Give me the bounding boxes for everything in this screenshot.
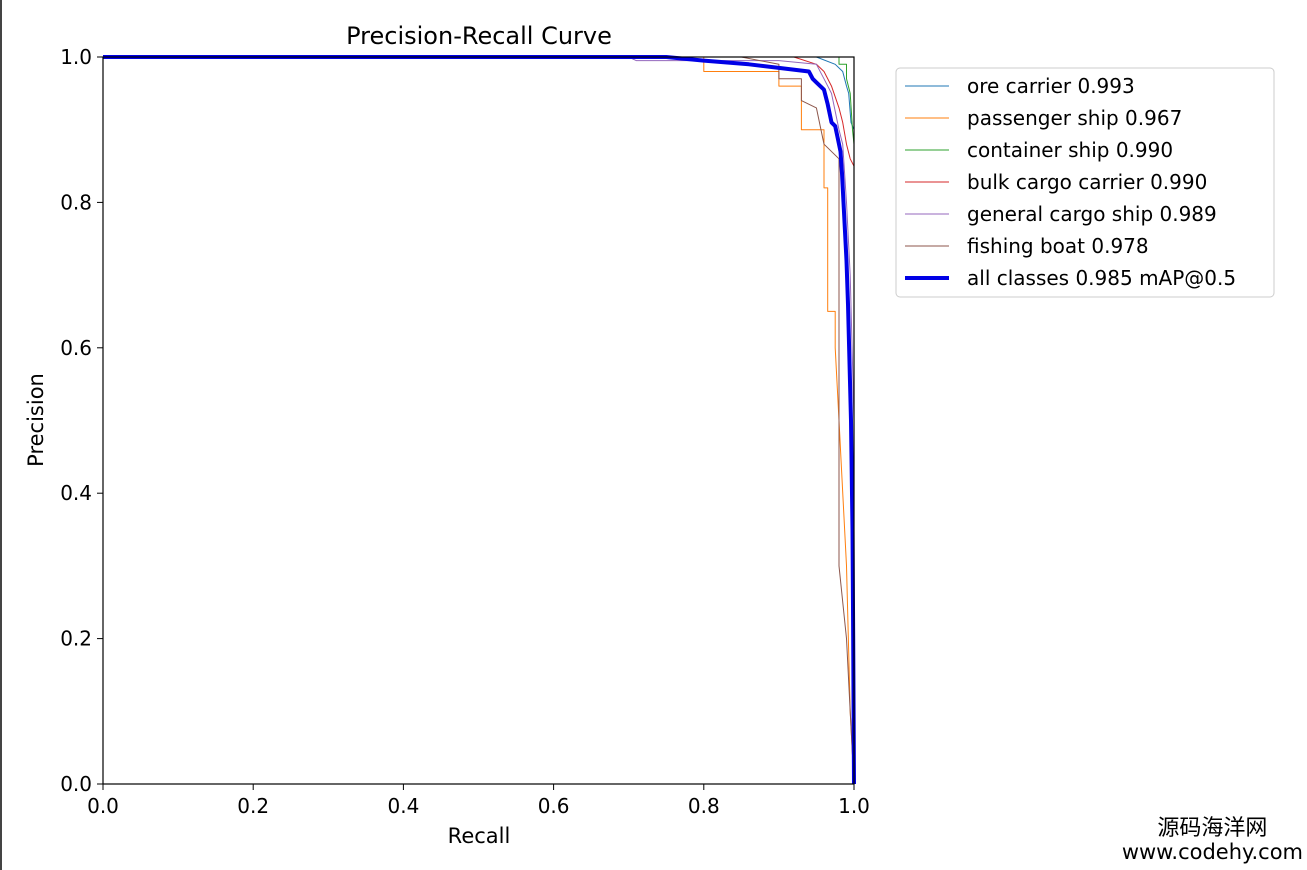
- watermark-site-name: 源码海洋网: [1157, 815, 1268, 841]
- x-tick-label-3: 0.6: [538, 794, 570, 818]
- y-axis-label: Precision: [24, 373, 48, 467]
- series-line-3: [103, 56, 855, 784]
- series-line-4: [103, 56, 855, 784]
- x-tick-label-4: 0.8: [688, 794, 720, 818]
- left-edge-border: [0, 0, 2, 870]
- y-axis-ticks: 0.0 0.2 0.4 0.6 0.8 1.0: [60, 45, 103, 796]
- legend-label-5: fishing boat 0.978: [967, 234, 1149, 258]
- y-tick-label-2: 0.4: [60, 481, 92, 505]
- legend-label-1: passenger ship 0.967: [967, 106, 1182, 130]
- plot-area: [102, 55, 856, 785]
- legend-box: [895, 67, 1275, 298]
- y-tick-label-0: 0.0: [60, 772, 92, 796]
- y-tick-label-4: 0.8: [60, 190, 92, 214]
- watermark-url: www.codehy.com: [1121, 839, 1303, 864]
- x-axis-label: Recall: [448, 824, 511, 848]
- series-line-0: [103, 56, 855, 784]
- watermark: 源码海洋网 www.codehy.com: [1121, 815, 1303, 864]
- legend-label-6: all classes 0.985 mAP@0.5: [967, 266, 1236, 290]
- legend-label-3: bulk cargo carrier 0.990: [967, 170, 1207, 194]
- x-tick-label-5: 1.0: [838, 794, 870, 818]
- plot-frame: [102, 56, 855, 785]
- x-tick-label-1: 0.2: [237, 794, 269, 818]
- chart-title: Precision-Recall Curve: [346, 22, 612, 50]
- y-tick-label-1: 0.2: [60, 627, 92, 651]
- series-line-6: [103, 55, 856, 785]
- series-line-2: [103, 56, 855, 784]
- x-axis-ticks: 0.0 0.2 0.4 0.6 0.8 1.0: [87, 784, 870, 818]
- y-tick-label-5: 1.0: [60, 45, 92, 69]
- legend-label-4: general cargo ship 0.989: [967, 202, 1217, 226]
- y-tick-label-3: 0.6: [60, 336, 92, 360]
- x-tick-label-2: 0.4: [387, 794, 419, 818]
- series-line-1: [103, 56, 855, 785]
- series-line-5: [103, 56, 855, 785]
- legend: ore carrier 0.993 passenger ship 0.967 con…: [895, 67, 1275, 298]
- legend-label-2: container ship 0.990: [967, 138, 1173, 162]
- x-tick-label-0: 0.0: [87, 794, 119, 818]
- legend-label-0: ore carrier 0.993: [967, 74, 1135, 98]
